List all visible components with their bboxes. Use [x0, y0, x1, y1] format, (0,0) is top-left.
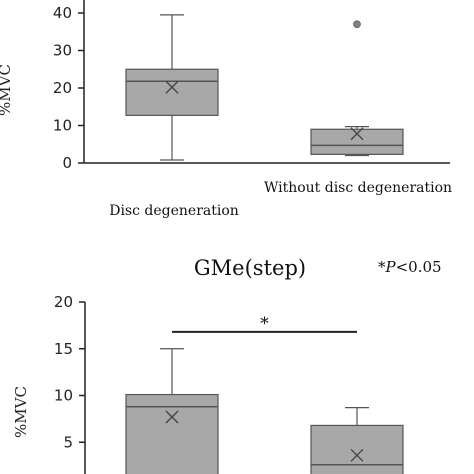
boxes-bottom [125, 348, 404, 474]
box-iqr [310, 424, 404, 474]
box-1 [125, 348, 219, 474]
category-label-disc-degeneration: Disc degeneration [109, 203, 239, 219]
y-axis-label-bottom: %MVC [12, 386, 30, 438]
mean-marker [350, 448, 364, 462]
p-note-star: * [378, 258, 386, 276]
y-ticks-top: 0 10 20 30 40 [53, 4, 84, 172]
box-iqr [125, 393, 219, 474]
significance-bar: * [172, 314, 357, 334]
y-tick-label: 15 [54, 340, 73, 358]
mean-marker [165, 410, 179, 424]
y-tick-label: 30 [53, 42, 72, 60]
mean-marker [165, 80, 179, 94]
chart-title: GMe(step) [194, 256, 306, 280]
box-1 [125, 14, 219, 161]
y-tick-label: 10 [53, 117, 72, 135]
significance-star: * [260, 314, 269, 334]
box-iqr [310, 128, 404, 155]
y-axis-top [83, 0, 450, 164]
p-value-note: *P<0.05 [378, 258, 442, 276]
box-2 [310, 20, 404, 157]
y-axis-label-top: %MVC [0, 64, 14, 116]
y-tick-label: 20 [53, 79, 72, 97]
outlier-point [353, 20, 361, 29]
p-note-p: P [385, 258, 397, 276]
category-label-without-disc-degeneration: Without disc degeneration [264, 180, 452, 196]
y-tick-label: 10 [54, 387, 73, 405]
box-iqr [125, 68, 219, 116]
y-tick-label: 5 [63, 433, 73, 451]
boxes-top [125, 14, 404, 161]
box-2 [310, 407, 404, 474]
p-note-threshold: <0.05 [396, 258, 442, 276]
y-tick-label: 40 [53, 4, 72, 22]
mean-marker [350, 127, 364, 141]
y-tick-label: 20 [54, 293, 73, 311]
y-ticks-bottom: 5 10 15 20 [54, 293, 85, 451]
chart-top-degeneration: %MVC 0 10 20 30 40 Disc degeneration Without… [0, 0, 452, 219]
y-tick-label: 0 [62, 154, 72, 172]
